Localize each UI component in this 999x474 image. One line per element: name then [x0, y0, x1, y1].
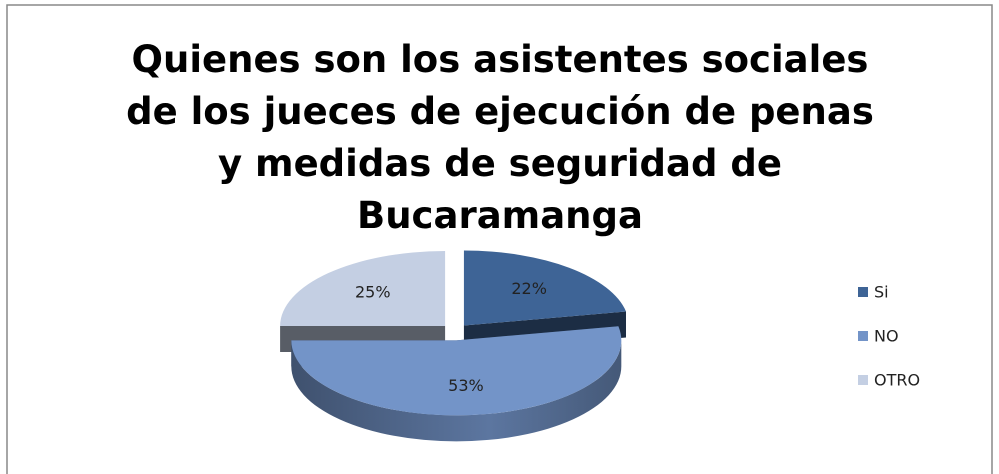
chart-title: Quienes son los asistentes sociales de l…: [126, 38, 874, 237]
data-label: 25%: [355, 283, 391, 302]
legend-swatch: [858, 287, 868, 297]
legend-label: NO: [874, 327, 899, 346]
legend-swatch: [858, 375, 868, 385]
slice-wall: [291, 340, 622, 442]
legend-swatch: [858, 331, 868, 341]
slice: [280, 251, 446, 327]
legend-label: OTRO: [874, 371, 920, 390]
slice: [291, 326, 622, 416]
data-label: 22%: [511, 279, 547, 298]
data-label: 53%: [448, 376, 484, 395]
slice: [463, 250, 627, 326]
legend-label: Si: [874, 283, 889, 302]
